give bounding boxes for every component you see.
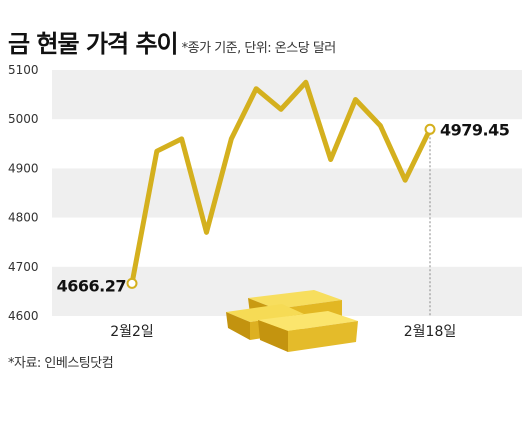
x-tick-label: 2월18일	[404, 324, 456, 340]
grid-band	[52, 168, 522, 218]
endpoint-markers	[126, 123, 436, 289]
title-row: 금 현물 가격 추이 *종가 기준, 단위: 온스당 달러	[8, 24, 336, 59]
x-tick-label: 2월2일	[110, 324, 154, 340]
data-label: 4979.45	[440, 120, 510, 139]
y-tick-label: 4900	[8, 161, 39, 175]
gold-bar-left-side	[226, 312, 250, 340]
grid-band	[52, 70, 522, 120]
x-axis-ticks: 2월2일 2월18일	[110, 324, 456, 340]
y-axis-ticks: 4600 4700 4800 4900 5000 5100	[8, 63, 39, 323]
gold-bar-left-top	[226, 304, 304, 322]
source-note: *자료: 인베스팅닷컴	[8, 356, 114, 371]
gold-bars-illustration	[226, 290, 358, 352]
data-point-marker	[424, 123, 436, 135]
gold-bar-front-top	[258, 311, 358, 331]
y-tick-label: 4800	[8, 211, 39, 225]
gold-bar-front-side	[258, 320, 288, 352]
data-labels: 4666.27 4979.45	[57, 120, 511, 295]
chart-title: 금 현물 가격 추이	[8, 30, 179, 58]
price-line	[129, 79, 433, 286]
gold-bar-front-front	[288, 321, 358, 352]
grid-bands	[52, 70, 522, 316]
y-tick-label: 4600	[8, 309, 39, 323]
chart-subtitle: *종가 기준, 단위: 온스당 달러	[181, 41, 337, 56]
data-point-marker	[126, 277, 138, 289]
gold-bar-back-top	[248, 290, 342, 309]
y-tick-label: 4700	[8, 260, 39, 274]
y-tick-label: 5100	[8, 63, 39, 77]
data-label: 4666.27	[57, 276, 126, 295]
y-tick-label: 5000	[8, 112, 39, 126]
